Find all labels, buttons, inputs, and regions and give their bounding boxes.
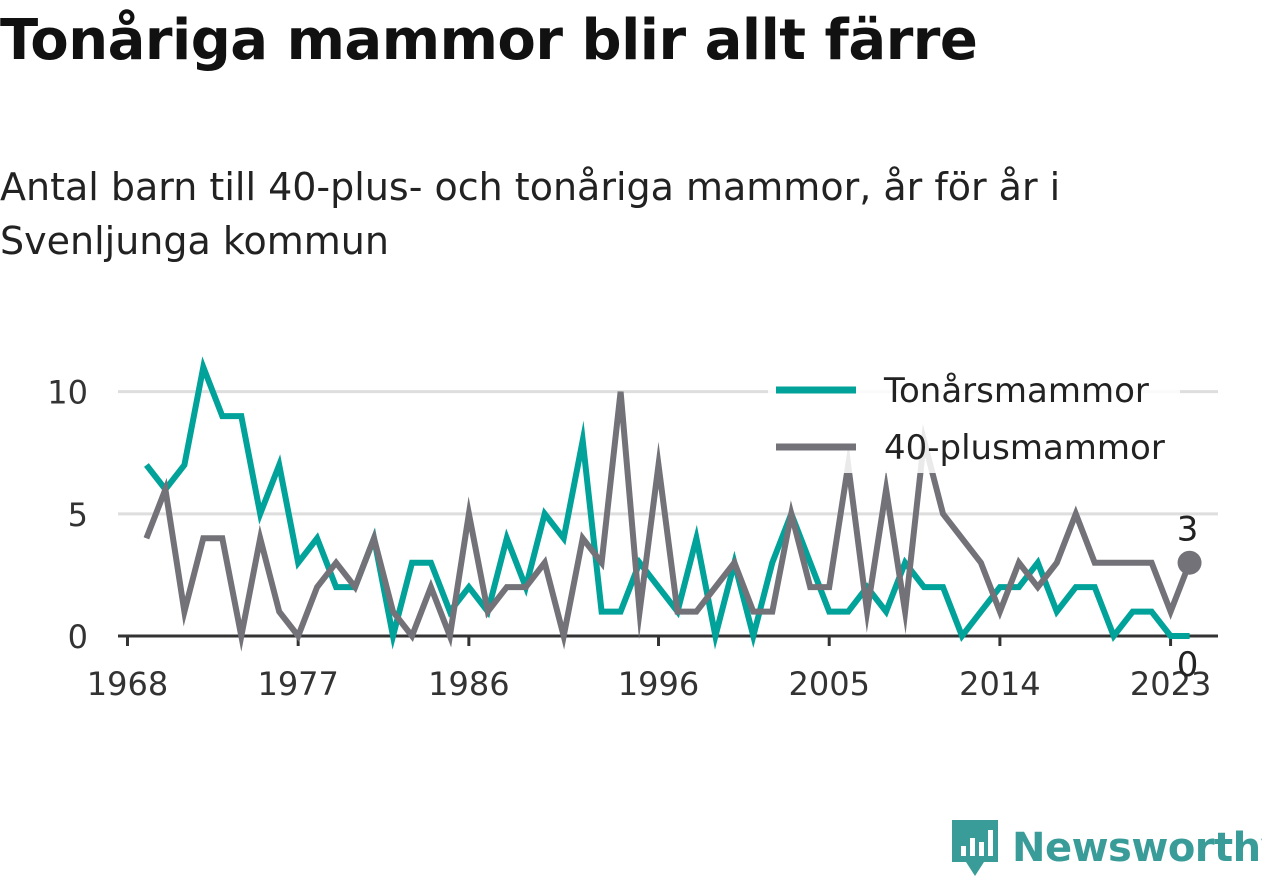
end-labels: 30 — [1177, 510, 1202, 685]
series-line-40-plusmammor — [143, 391, 1193, 652]
brand-name: Newsworthy — [1012, 825, 1262, 871]
series-lines — [143, 356, 1193, 652]
legend: Tonårsmammor 40-plusmammor — [768, 363, 1180, 473]
x-tick-label: 2005 — [788, 665, 869, 703]
newsworthy-icon — [952, 820, 998, 876]
end-label-40-plusmammor: 3 — [1177, 510, 1199, 550]
y-tick-label: 5 — [68, 496, 88, 534]
newsworthy-logo: Newsworthy — [950, 818, 1262, 878]
chart-title: Tonåriga mammor blir allt färre — [0, 8, 978, 73]
legend-label: Tonårsmammor — [883, 371, 1149, 411]
chart-subtitle: Antal barn till 40-plus- och tonåriga ma… — [0, 165, 1061, 263]
x-tick-label: 1977 — [257, 665, 338, 703]
x-tick-label: 1968 — [87, 665, 168, 703]
y-tick-label: 0 — [68, 618, 88, 656]
series-line-tonarsmammor — [144, 356, 1190, 650]
end-label-tonarsmammor: 0 — [1177, 645, 1199, 685]
x-tick-label: 1996 — [618, 665, 699, 703]
legend-label: 40-plusmammor — [884, 428, 1165, 468]
y-tick-label: 10 — [47, 374, 88, 412]
legend-background — [768, 363, 1180, 473]
x-tick-label: 2014 — [959, 665, 1040, 703]
end-point-marker — [1177, 550, 1202, 575]
x-tick-label: 1986 — [428, 665, 509, 703]
x-tick-label: 2023 — [1130, 665, 1211, 703]
